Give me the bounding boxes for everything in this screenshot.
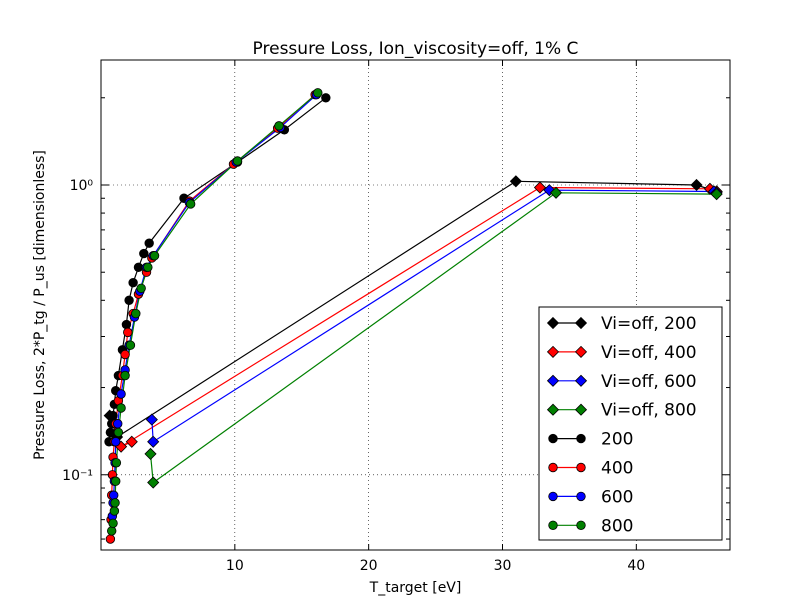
legend-label-0: Vi=off, 200	[601, 314, 697, 334]
legend-marker-b-5	[576, 462, 586, 473]
series-4-point-9	[124, 295, 134, 306]
series-4-point-3	[108, 410, 118, 421]
legend-marker-b-2	[574, 374, 588, 387]
legend-marker-a-4	[548, 433, 558, 444]
series-5-point-9	[120, 349, 130, 360]
legend-marker-b-7	[576, 520, 586, 531]
legend-marker-a-5	[548, 462, 558, 473]
series-4-point-12	[139, 248, 149, 259]
series-6-point-2	[109, 490, 119, 500]
series-7-point-3	[110, 498, 120, 508]
legend-marker-a-1	[546, 345, 560, 358]
series-6-point-5	[111, 437, 121, 447]
series-7-point-11	[136, 283, 146, 294]
legend-label-5: 400	[601, 459, 633, 479]
x-tick-label-2: 30	[494, 558, 512, 574]
legend-marker-a-0	[546, 316, 560, 330]
series-7-point-15	[232, 156, 243, 166]
series-2-point-0	[145, 413, 158, 426]
series-0-point-2	[509, 175, 522, 188]
series-7-point-10	[131, 308, 141, 319]
series-line-3	[149, 192, 717, 484]
legend-label-1: Vi=off, 400	[601, 343, 697, 363]
series-7-point-4	[111, 476, 121, 486]
y-axis-label: Pressure Loss, 2*P_tg / P_us [dimensionl…	[32, 150, 48, 460]
series-5-point-0	[105, 534, 116, 544]
series-markers	[103, 88, 723, 544]
series-7-point-17	[313, 88, 323, 98]
series-7-point-2	[109, 506, 120, 516]
series-7-point-12	[143, 262, 153, 272]
series-6-point-7	[116, 389, 126, 399]
x-tick-label-3: 40	[627, 558, 645, 574]
x-axis-label: T_target [eV]	[369, 580, 462, 596]
series-3-point-0	[144, 447, 157, 461]
series-4-point-11	[133, 262, 144, 272]
series-2-point-1	[147, 435, 160, 448]
y-tick-label-1: 10⁰	[70, 178, 94, 194]
legend-marker-a-6	[548, 491, 558, 502]
series-4-point-10	[128, 278, 138, 288]
legend-label-7: 800	[601, 516, 633, 536]
legend-marker-a-2	[546, 374, 560, 387]
series-5-point-10	[123, 327, 133, 338]
legend-label-6: 600	[601, 487, 633, 507]
series-7-point-14	[185, 199, 196, 209]
legend-marker-a-3	[546, 403, 560, 416]
series-7-point-8	[120, 370, 130, 381]
x-tick-label-1: 20	[360, 558, 378, 574]
series-6-point-6	[113, 419, 123, 429]
legend: Vi=off, 200 Vi=off, 400 Vi=off, 600 Vi=off,…	[538, 306, 723, 541]
legend-marker-a-7	[548, 520, 558, 531]
legend-label-2: Vi=off, 600	[601, 372, 697, 392]
legend-marker-b-4	[576, 433, 586, 444]
series-3-point-3	[710, 188, 723, 201]
series-4-point-13	[144, 238, 154, 248]
series-7-point-6	[113, 427, 124, 438]
series-3-point-1	[147, 476, 160, 489]
series-4-point-1	[105, 427, 116, 438]
series-1-point-2	[533, 181, 547, 194]
series-4-point-17	[321, 93, 331, 103]
series-4-point-8	[121, 319, 132, 330]
plot-frame	[100, 59, 731, 551]
axis-tick-labels: 10 20 30 40 10⁻¹ 10⁰	[62, 178, 645, 574]
legend-label-4: 200	[601, 430, 633, 450]
series-7-point-9	[125, 340, 136, 350]
series-3-point-2	[549, 186, 563, 199]
series-7-point-13	[149, 251, 160, 261]
series-7-point-16	[274, 121, 284, 131]
legend-marker-b-0	[574, 316, 588, 330]
series-1-point-0	[125, 435, 138, 448]
series-0-point-3	[690, 178, 703, 192]
legend-marker-b-3	[574, 403, 588, 416]
series-7-point-7	[116, 403, 126, 413]
x-tick-label-0: 10	[226, 558, 244, 574]
y-tick-label-0: 10⁻¹	[62, 468, 93, 484]
series-7-point-0	[107, 526, 117, 536]
legend-marker-b-6	[576, 491, 586, 502]
axis-ticks	[101, 60, 730, 550]
legend-box	[538, 306, 723, 541]
legend-marker-b-1	[574, 345, 588, 358]
series-7-point-5	[111, 458, 122, 468]
legend-label-3: Vi=off, 800	[601, 401, 697, 421]
series-7-point-1	[108, 518, 118, 528]
chart-title: Pressure Loss, Ion_viscosity=off, 1% C	[253, 39, 579, 59]
